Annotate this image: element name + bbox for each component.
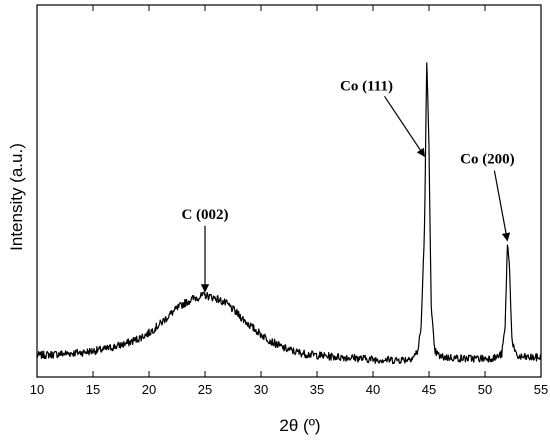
x-tick-label: 20 <box>142 382 156 397</box>
x-tick-label: 15 <box>86 382 100 397</box>
annotation-arrow <box>384 95 426 158</box>
annotation-arrow <box>493 170 511 242</box>
x-tick-label: 55 <box>534 382 548 397</box>
plot-frame <box>36 4 542 378</box>
x-tick-label: 30 <box>254 382 268 397</box>
x-tick-label: 50 <box>478 382 492 397</box>
xrd-line <box>36 62 542 365</box>
annotation-label: Co (111) <box>340 78 393 94</box>
x-tick-label: 25 <box>198 382 212 397</box>
x-tick-label: 40 <box>366 382 380 397</box>
y-axis-label: Intensity (a.u.) <box>7 143 26 251</box>
annotation-label: C (002) <box>181 207 228 223</box>
x-tick-label: 35 <box>310 382 324 397</box>
x-axis-label: 2θ (º) <box>279 416 320 435</box>
x-tick-label: 45 <box>422 382 436 397</box>
x-tick-label: 10 <box>30 382 44 397</box>
annotation-label: Co (200) <box>460 152 515 168</box>
